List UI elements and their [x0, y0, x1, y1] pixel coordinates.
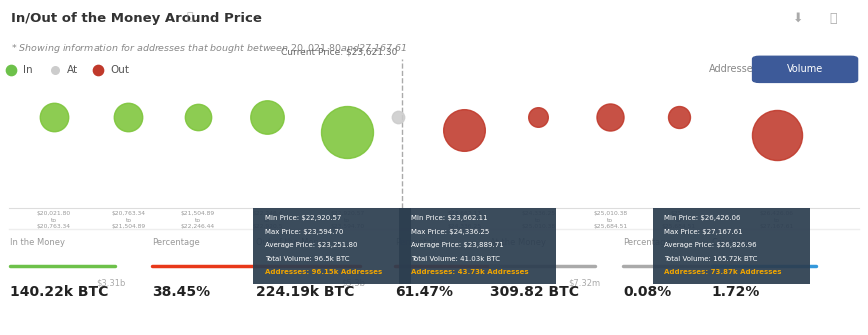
- Text: At: At: [67, 65, 78, 75]
- Text: Volume: Volume: [787, 64, 824, 74]
- FancyBboxPatch shape: [399, 208, 556, 284]
- Point: [47, 115, 61, 120]
- Text: Min Price: $22,920.57: Min Price: $22,920.57: [265, 215, 341, 221]
- Text: Out of the Money: Out of the Money: [256, 238, 329, 247]
- Text: 38.45%: 38.45%: [152, 285, 210, 299]
- Point: [531, 115, 545, 120]
- Point: [672, 115, 686, 120]
- Text: ⓘ: ⓘ: [187, 12, 194, 22]
- Point: [457, 127, 471, 132]
- Text: 0.08%: 0.08%: [623, 285, 672, 299]
- Text: Total Volume: 41.03k BTC: Total Volume: 41.03k BTC: [411, 256, 500, 262]
- Point: [770, 132, 784, 138]
- Text: $25,010.38
to
$25,684.51: $25,010.38 to $25,684.51: [593, 211, 628, 229]
- Text: Average Price: $23,889.71: Average Price: $23,889.71: [411, 242, 503, 248]
- Text: ⬇: ⬇: [793, 12, 804, 25]
- Text: Percentage: Percentage: [152, 238, 200, 247]
- Text: In/Out of the Money Around Price: In/Out of the Money Around Price: [11, 12, 262, 25]
- Text: Addresses: 73.87k Addresses: Addresses: 73.87k Addresses: [664, 269, 781, 275]
- Text: Out: Out: [110, 65, 129, 75]
- Point: [603, 115, 617, 120]
- Point: [91, 68, 105, 73]
- Point: [122, 115, 135, 120]
- Point: [391, 115, 404, 120]
- FancyBboxPatch shape: [253, 208, 411, 284]
- Text: Addresses: Addresses: [708, 64, 759, 74]
- Text: Average Price: $26,826.96: Average Price: $26,826.96: [664, 242, 757, 248]
- Text: $22,920.57
to
$23,594.70: $22,920.57 to $23,594.70: [330, 211, 365, 229]
- Text: Min Price: $26,426.06: Min Price: $26,426.06: [664, 215, 740, 221]
- Text: Min Price: $23,662.11: Min Price: $23,662.11: [411, 215, 487, 221]
- Text: $20,763.34
to
$21,504.89: $20,763.34 to $21,504.89: [111, 211, 146, 229]
- Text: Max Price: $24,336.25: Max Price: $24,336.25: [411, 229, 489, 235]
- Text: $24,336.25
to
$25,010.38: $24,336.25 to $25,010.38: [521, 211, 556, 229]
- Text: At the Money: At the Money: [490, 238, 547, 247]
- Point: [260, 115, 274, 120]
- Text: Total Volume: 96.5k BTC: Total Volume: 96.5k BTC: [265, 256, 349, 262]
- FancyBboxPatch shape: [753, 56, 858, 82]
- Point: [48, 68, 62, 73]
- Text: $25...
to
$25,684.51: $25... to $25,684.51: [661, 211, 696, 229]
- Text: $22,246.4
to
$22,920.5: $22,246.4 to $22,920.5: [252, 211, 283, 229]
- Text: Coverage: Coverage: [712, 238, 753, 247]
- Text: Percentage: Percentage: [623, 238, 671, 247]
- Text: ⛶: ⛶: [830, 12, 837, 25]
- Text: 140.22k BTC: 140.22k BTC: [10, 285, 108, 299]
- Text: Max Price: $27,167.61: Max Price: $27,167.61: [664, 229, 743, 235]
- Text: Average Price: $23,251.80: Average Price: $23,251.80: [265, 242, 358, 248]
- Text: 309.82 BTC: 309.82 BTC: [490, 285, 580, 299]
- Text: 224.19k BTC: 224.19k BTC: [256, 285, 354, 299]
- Text: In: In: [23, 65, 33, 75]
- Text: $23,662.11
to
$24,336.25: $23,662.11 to $24,336.25: [447, 211, 482, 229]
- Text: $5.3b: $5.3b: [342, 278, 365, 287]
- FancyBboxPatch shape: [653, 208, 810, 284]
- Text: 61.47%: 61.47%: [395, 285, 453, 299]
- Point: [340, 130, 354, 135]
- Text: $21,504.89
to
$22,246.44: $21,504.89 to $22,246.44: [181, 211, 215, 229]
- Text: * Showing information for addresses that bought between $20,021.80 and $27,167.6: * Showing information for addresses that…: [11, 42, 408, 55]
- Text: $7.32m: $7.32m: [569, 278, 601, 287]
- Text: Addresses: 96.15k Addresses: Addresses: 96.15k Addresses: [265, 269, 382, 275]
- Text: $26,426.06
to
$27,167.61: $26,426.06 to $27,167.61: [760, 211, 794, 229]
- Text: $20,021.80
to
$20,763.34: $20,021.80 to $20,763.34: [36, 211, 71, 229]
- Text: $3.31b: $3.31b: [95, 278, 125, 287]
- Text: Current Price: $23,621.30: Current Price: $23,621.30: [281, 48, 398, 57]
- Text: 1.72%: 1.72%: [712, 285, 760, 299]
- Text: Addresses: 43.73k Addresses: Addresses: 43.73k Addresses: [411, 269, 529, 275]
- Text: Percentage: Percentage: [395, 238, 443, 247]
- Point: [4, 68, 18, 73]
- Text: Max Price: $23,594.70: Max Price: $23,594.70: [265, 229, 343, 235]
- Point: [191, 115, 205, 120]
- Text: Total Volume: 165.72k BTC: Total Volume: 165.72k BTC: [664, 256, 758, 262]
- Text: In the Money: In the Money: [10, 238, 65, 247]
